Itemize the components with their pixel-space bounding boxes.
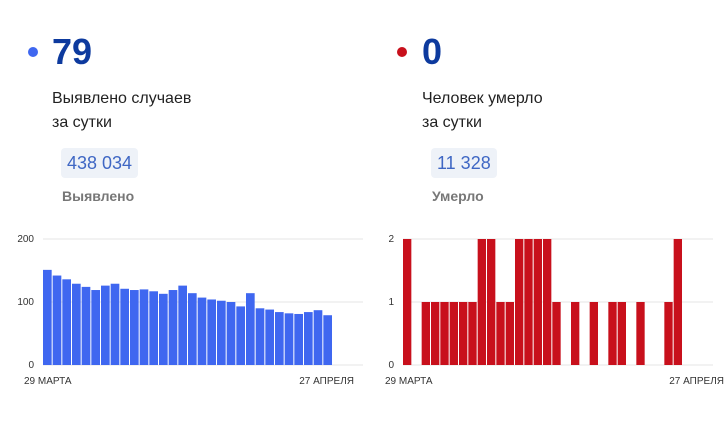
cases-dot-icon	[28, 47, 38, 57]
bar	[265, 309, 274, 365]
bar	[421, 302, 430, 365]
bar	[159, 293, 168, 365]
bar	[673, 239, 682, 365]
bar	[636, 302, 645, 365]
deaths-dot-icon	[397, 47, 407, 57]
y-tick-label: 200	[17, 234, 34, 245]
bar	[110, 283, 120, 365]
bar	[571, 302, 580, 365]
bar	[617, 302, 626, 365]
cases-caption-line1: Выявлено случаев	[52, 90, 192, 107]
cases-chart: 0 100 200 29 МАРТА 27 АПРЕЛЯ	[17, 234, 363, 387]
bar	[120, 288, 129, 365]
bar	[139, 289, 149, 365]
bar	[188, 293, 197, 365]
bar	[524, 239, 533, 365]
deaths-total-chip: 11 328	[431, 148, 497, 178]
y-tick-label: 1	[388, 297, 394, 308]
bar	[543, 239, 552, 365]
bar	[608, 302, 617, 365]
bar	[515, 239, 524, 365]
bar	[101, 285, 110, 365]
bar	[236, 306, 245, 365]
bar	[207, 299, 216, 365]
bar	[168, 290, 178, 365]
bar	[403, 239, 412, 365]
bar	[62, 279, 71, 365]
bar	[589, 302, 598, 365]
x-end-label: 27 АПРЕЛЯ	[299, 376, 354, 387]
y-tick-label: 0	[388, 360, 394, 371]
cases-caption-line2: за сутки	[52, 114, 112, 131]
bar	[323, 315, 332, 365]
bar	[468, 302, 477, 365]
bar	[477, 239, 486, 365]
bar	[217, 300, 226, 365]
bar	[52, 275, 62, 365]
cases-total-label: Выявлено	[62, 188, 135, 204]
deaths-daily-value: 0	[422, 31, 443, 72]
bar	[294, 313, 303, 365]
deaths-panel: 0 Человек умерло за сутки 11 328 Умерло …	[370, 0, 727, 421]
bar	[130, 290, 139, 365]
bar	[91, 290, 100, 365]
deaths-total-label: Умерло	[432, 188, 484, 204]
y-tick-label: 0	[28, 360, 34, 371]
deaths-caption-line1: Человек умерло	[422, 90, 543, 107]
bar	[304, 312, 313, 365]
cases-daily-value: 79	[52, 31, 93, 72]
bar	[487, 239, 496, 365]
bar	[313, 310, 323, 365]
deaths-caption-line2: за сутки	[422, 114, 482, 131]
deaths-caption: Человек умерло за сутки	[422, 87, 543, 135]
bar	[275, 312, 284, 365]
bar	[664, 302, 673, 365]
bar	[449, 302, 458, 365]
deaths-chart: 0 1 2 29 МАРТА 27 АПРЕЛЯ	[385, 234, 724, 387]
bar	[178, 285, 187, 365]
x-end-label: 27 АПРЕЛЯ	[669, 376, 724, 387]
bar	[505, 302, 514, 365]
cases-caption: Выявлено случаев за сутки	[52, 87, 191, 135]
bar	[197, 297, 207, 365]
bar	[284, 313, 294, 365]
bar	[459, 302, 468, 365]
y-tick-label: 100	[17, 297, 34, 308]
y-tick-label: 2	[388, 234, 394, 245]
bar	[226, 302, 236, 365]
bar	[255, 308, 265, 365]
bar	[533, 239, 542, 365]
bar	[496, 302, 505, 365]
x-start-label: 29 МАРТА	[385, 376, 433, 387]
bar	[431, 302, 440, 365]
cases-total-chip: 438 034	[61, 148, 139, 178]
x-start-label: 29 МАРТА	[24, 376, 72, 387]
bar	[43, 269, 52, 365]
bar	[149, 291, 158, 365]
bar	[440, 302, 449, 365]
bar	[246, 293, 255, 365]
bar	[81, 286, 91, 365]
bar	[72, 283, 81, 365]
bar	[552, 302, 561, 365]
cases-panel: 79 Выявлено случаев за сутки 438 034 Выя…	[0, 0, 363, 421]
